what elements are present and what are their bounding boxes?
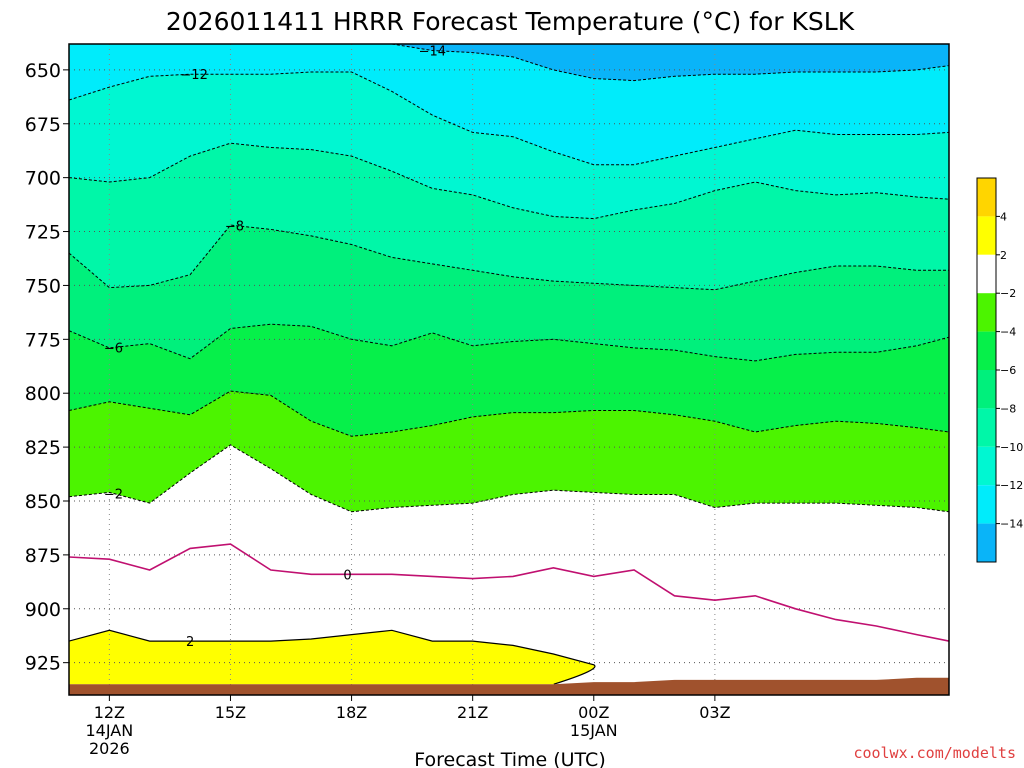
x-tick-label: 15Z xyxy=(215,703,246,722)
contour-line--10 xyxy=(69,142,949,220)
ground-terrain xyxy=(69,677,949,695)
y-tick-label: 875 xyxy=(25,545,61,567)
x-tick-label: 2026 xyxy=(89,739,130,758)
colorbar-label: 2 xyxy=(1000,249,1007,262)
y-tick-label: 800 xyxy=(25,383,61,405)
credit-text[interactable]: coolwx.com/modelts xyxy=(853,744,1016,762)
plot-area: −14 −12 −8 −6 −2 0 2 xyxy=(68,43,950,696)
y-tick-label: 750 xyxy=(25,275,61,297)
contour-line-0 xyxy=(69,543,949,642)
contour-label-2: 2 xyxy=(186,635,194,650)
contour-label--12: −12 xyxy=(180,68,207,83)
x-tick-label: 18Z xyxy=(336,703,367,722)
x-tick-label: 03Z xyxy=(699,703,730,722)
colorbar-swatch-6 xyxy=(977,408,996,447)
y-axis: 650 675 700 725 750 775 800 825 850 875 900 925 xyxy=(25,60,69,675)
contour-line--2 xyxy=(69,444,949,513)
colorbar-label: −8 xyxy=(1000,402,1016,415)
y-tick-label: 825 xyxy=(25,437,61,459)
x-tick-label: 15JAN xyxy=(570,721,618,740)
contour-label--2: −2 xyxy=(104,487,123,502)
colorbar-label: −10 xyxy=(1000,441,1023,454)
y-tick-label: 900 xyxy=(25,599,61,621)
x-axis-title: Forecast Time (UTC) xyxy=(414,749,605,768)
contour-line-2 xyxy=(69,629,596,685)
contour-line--12 xyxy=(69,71,949,166)
colorbar-label: 4 xyxy=(1000,210,1007,223)
x-tick-label: 21Z xyxy=(457,703,488,722)
contour-label--6: −6 xyxy=(104,342,123,357)
colorbar-swatch-5 xyxy=(977,370,996,409)
colorbar-label: −12 xyxy=(1000,479,1023,492)
colorbar: 4 2 −2 −4 −6 −8 −10 −12 −14 xyxy=(976,177,1023,563)
colorbar-label: −2 xyxy=(1000,287,1016,300)
colorbar-label: −6 xyxy=(1000,364,1016,377)
contour-label--14: −14 xyxy=(419,44,446,59)
y-tick-label: 725 xyxy=(25,222,61,244)
plot-frame xyxy=(68,43,950,696)
y-tick-label: 775 xyxy=(25,329,61,351)
contour-line--14 xyxy=(391,44,949,82)
colorbar-swatch-4 xyxy=(977,331,996,370)
y-tick-label: 925 xyxy=(25,653,61,675)
y-tick-label: 675 xyxy=(25,114,61,136)
x-tick-label: 12Z xyxy=(94,703,125,722)
contour-line--6 xyxy=(69,323,949,362)
y-tick-label: 850 xyxy=(25,491,61,513)
x-tick-label: 14JAN xyxy=(86,721,134,740)
contour-line--8 xyxy=(69,224,949,291)
colorbar-label: −4 xyxy=(1000,326,1016,339)
fill-band-2 xyxy=(69,630,595,685)
colorbar-label: −14 xyxy=(1000,518,1023,531)
y-tick-label: 700 xyxy=(25,168,61,190)
colorbar-swatch-3 xyxy=(977,293,996,332)
contour-label-0: 0 xyxy=(343,568,351,583)
colorbar-swatch-0 xyxy=(977,178,996,217)
colorbar-swatch-2 xyxy=(977,254,996,294)
fill-band--2 xyxy=(69,444,949,695)
x-tick-label: 00Z xyxy=(578,703,609,722)
colorbar-swatch-8 xyxy=(977,485,996,524)
colorbar-swatch-9 xyxy=(977,523,996,562)
contour-label--8: −8 xyxy=(225,220,244,235)
colorbar-swatch-1 xyxy=(977,216,996,255)
chart-title: 2026011411 HRRR Forecast Temperature (°C… xyxy=(166,7,855,36)
colorbar-swatch-7 xyxy=(977,446,996,486)
y-tick-label: 650 xyxy=(25,60,61,82)
